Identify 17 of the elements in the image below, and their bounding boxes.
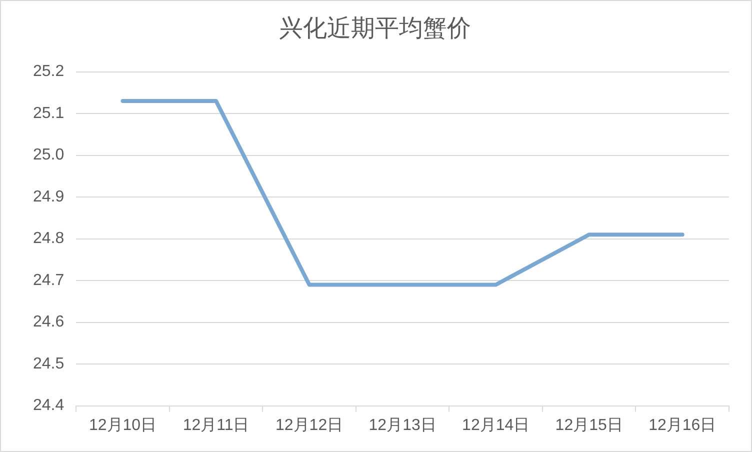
y-tick-label: 24.9 — [33, 188, 64, 206]
y-tick-label: 24.8 — [33, 230, 64, 248]
x-tick-label: 12月13日 — [368, 416, 436, 434]
x-tick-label: 12月12日 — [276, 416, 344, 434]
x-tick-label: 12月10日 — [88, 416, 157, 434]
y-tick-label: 25.2 — [33, 63, 64, 80]
y-tick-label: 25.0 — [33, 146, 64, 164]
chart-title: 兴化近期平均蟹价 — [279, 15, 471, 42]
y-tick-label: 25.1 — [33, 104, 64, 122]
x-tick-label: 12月16日 — [648, 416, 716, 434]
y-tick-label: 24.5 — [33, 355, 64, 372]
y-tick-label: 24.4 — [33, 397, 64, 414]
y-tick-label: 24.7 — [33, 272, 64, 289]
x-tick-label: 12月11日 — [182, 416, 250, 434]
y-tick-label: 24.6 — [33, 314, 64, 331]
x-tick-label: 12月14日 — [462, 416, 530, 434]
x-tick-label: 12月15日 — [555, 416, 623, 434]
